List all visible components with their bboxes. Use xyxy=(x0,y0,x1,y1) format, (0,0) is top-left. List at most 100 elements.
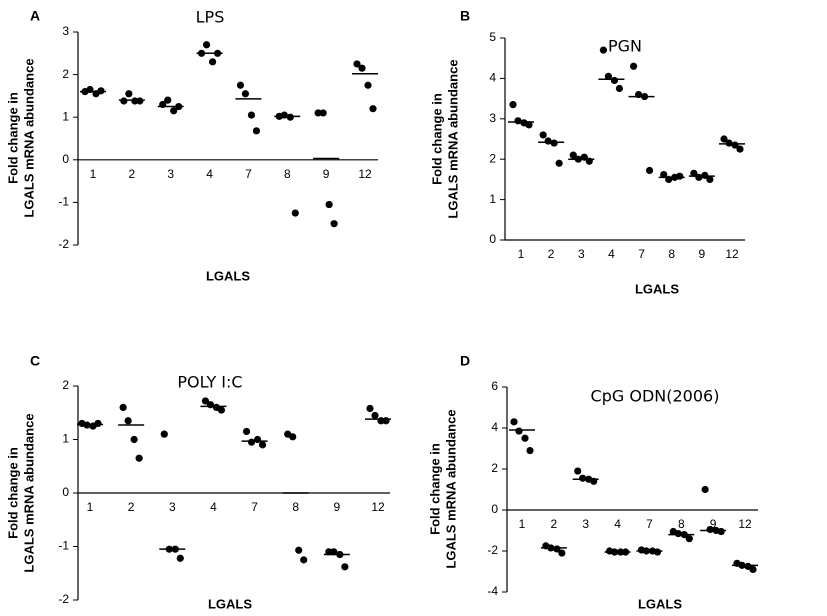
data-point xyxy=(291,209,299,217)
y-axis-label: Fold change in xyxy=(5,447,20,539)
y-axis-label: LGALS mRNA abundance xyxy=(443,409,458,568)
data-point xyxy=(319,109,327,117)
data-point xyxy=(706,175,714,183)
y-axis-label: LGALS mRNA abundance xyxy=(21,58,36,217)
data-point xyxy=(382,417,390,425)
data-point xyxy=(119,403,127,411)
data-point xyxy=(660,170,668,179)
y-tick-label: 3 xyxy=(489,111,496,125)
x-tick-label: 1 xyxy=(90,167,97,181)
x-tick-label: 1 xyxy=(519,517,526,531)
data-point xyxy=(674,529,682,538)
data-point xyxy=(725,139,733,147)
data-point xyxy=(717,527,725,536)
x-tick-label: 9 xyxy=(334,500,341,514)
x-tick-label: 7 xyxy=(646,517,653,531)
x-tick-label: 2 xyxy=(128,500,135,514)
data-point xyxy=(371,411,379,420)
x-tick-label: 3 xyxy=(167,167,174,181)
y-tick-label: -1 xyxy=(58,539,69,553)
data-point xyxy=(553,545,561,553)
chart-title: POLY I:C xyxy=(177,373,242,392)
data-point xyxy=(136,97,144,105)
data-point xyxy=(610,76,619,85)
data-point xyxy=(358,64,366,72)
y-axis-label: LGALS mRNA abundance xyxy=(21,413,36,572)
panel-label: D xyxy=(460,353,470,369)
data-point xyxy=(201,397,210,405)
x-tick-label: 8 xyxy=(284,167,291,181)
chart-title: LPS xyxy=(196,8,225,27)
x-tick-label: 3 xyxy=(582,517,589,531)
x-tick-label: 7 xyxy=(638,247,645,261)
data-point xyxy=(241,90,250,98)
x-tick-label: 9 xyxy=(699,247,706,261)
y-axis-label: Fold change in xyxy=(429,93,444,185)
data-point xyxy=(170,107,178,115)
data-point xyxy=(366,404,374,413)
data-point xyxy=(314,109,322,117)
panel-label: B xyxy=(460,8,470,24)
x-tick-label: 7 xyxy=(251,500,258,514)
x-tick-label: 12 xyxy=(371,500,385,514)
data-point xyxy=(252,127,261,135)
x-tick-label: 1 xyxy=(518,247,525,261)
data-point xyxy=(599,46,608,54)
data-point xyxy=(685,535,693,543)
x-tick-label: 1 xyxy=(87,500,94,514)
data-point xyxy=(160,430,168,438)
y-tick-label: 1 xyxy=(62,432,69,446)
data-point xyxy=(202,41,211,49)
data-point xyxy=(555,159,563,167)
y-tick-label: 0 xyxy=(62,485,69,499)
data-point xyxy=(604,72,613,80)
data-point xyxy=(330,220,338,228)
data-point xyxy=(558,549,566,557)
data-point xyxy=(720,135,728,143)
x-axis-label: LGALS xyxy=(635,281,679,296)
x-tick-label: 7 xyxy=(245,167,252,181)
data-point xyxy=(653,548,662,556)
x-tick-label: 8 xyxy=(678,517,685,531)
data-point xyxy=(125,90,133,98)
y-axis-label: Fold change in xyxy=(427,443,442,535)
data-point xyxy=(364,81,372,89)
x-tick-label: 8 xyxy=(668,247,675,261)
data-point xyxy=(131,97,139,105)
data-point xyxy=(330,548,338,556)
data-point xyxy=(526,446,534,455)
x-axis-label: LGALS xyxy=(206,268,250,283)
y-tick-label: -4 xyxy=(487,584,498,598)
y-tick-label: 0 xyxy=(62,152,69,166)
data-point xyxy=(341,563,349,571)
data-point xyxy=(300,556,308,564)
y-tick-label: 5 xyxy=(489,30,496,44)
x-tick-label: 4 xyxy=(608,247,615,261)
data-point xyxy=(539,131,547,139)
data-point xyxy=(510,418,518,426)
y-tick-label: 0 xyxy=(491,502,498,516)
data-point xyxy=(550,139,558,147)
data-point xyxy=(120,97,128,105)
x-tick-label: 9 xyxy=(710,517,717,531)
y-tick-label: 3 xyxy=(62,24,69,38)
data-point xyxy=(253,435,262,444)
data-point xyxy=(525,121,533,129)
data-point xyxy=(242,427,251,436)
x-tick-label: 2 xyxy=(548,247,555,261)
y-tick-label: -1 xyxy=(58,195,69,209)
y-tick-label: 6 xyxy=(491,379,498,393)
y-tick-label: 2 xyxy=(491,461,498,475)
y-tick-label: 2 xyxy=(62,378,69,392)
x-tick-label: 3 xyxy=(578,247,585,261)
y-tick-label: 4 xyxy=(489,71,496,85)
data-point xyxy=(701,171,709,179)
data-point xyxy=(353,60,361,68)
data-point xyxy=(208,58,217,66)
data-point xyxy=(295,546,303,554)
x-tick-label: 4 xyxy=(614,517,621,531)
data-point xyxy=(94,419,102,428)
data-point xyxy=(236,81,245,89)
data-point xyxy=(579,474,587,482)
y-tick-label: 4 xyxy=(491,420,498,434)
